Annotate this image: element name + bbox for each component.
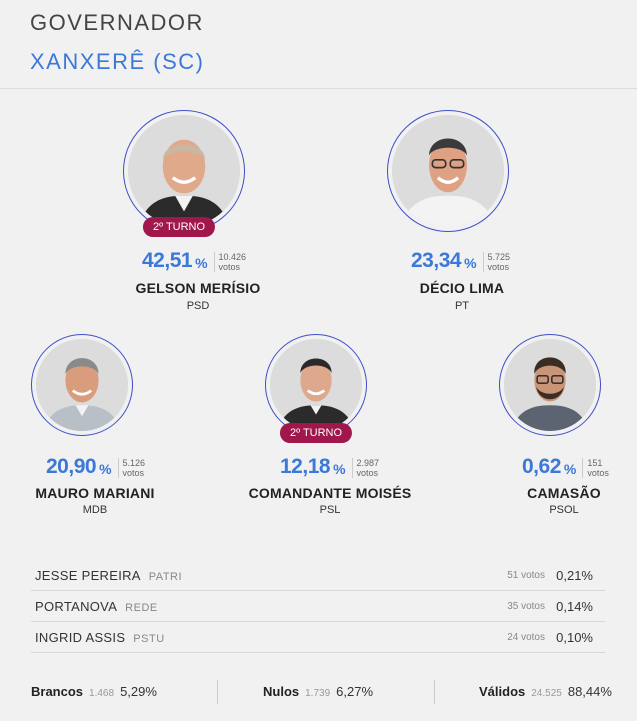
candidate-votes: 151 votos	[582, 458, 609, 478]
percent-sign: %	[99, 461, 112, 477]
candidate-percentage: 23,34	[411, 249, 462, 272]
candidate-name: DÉCIO LIMA	[419, 280, 505, 296]
total-nulos: Nulos 1.739 6,27%	[263, 684, 373, 699]
second-round-badge: 2º TURNO	[142, 217, 216, 237]
other-candidate-percentage: 0,21%	[556, 568, 593, 583]
other-candidate-party: PATRI	[148, 571, 183, 583]
candidate-name: MAURO MARIANI	[35, 485, 155, 501]
total-votes: 1.739	[305, 688, 331, 699]
candidate-party: PT	[454, 300, 470, 312]
votes-label: votos	[356, 468, 379, 478]
list-item[interactable]: PORTANOVA REDE 35 votos 0,14%	[31, 591, 605, 622]
other-candidate-party: REDE	[125, 602, 158, 614]
votes-count: 5.725	[487, 252, 511, 262]
person-photo-icon	[392, 115, 504, 227]
candidate-name: GELSON MERÍSIO	[135, 280, 261, 296]
total-percentage: 6,27%	[336, 684, 374, 699]
other-candidates-list: JESSE PEREIRA PATRI 51 votos 0,21% PORTAN…	[31, 560, 605, 653]
other-candidate-name-text: PORTANOVA	[35, 599, 118, 614]
total-label: Brancos	[31, 684, 84, 699]
candidate-party: PSL	[319, 504, 341, 516]
other-candidate-name: INGRID ASSIS PSTU	[35, 630, 165, 645]
person-photo-icon	[128, 115, 240, 227]
candidate-photo-ring	[31, 334, 133, 436]
percent-sign: %	[333, 461, 346, 477]
candidate-party: PSD	[186, 300, 210, 312]
other-candidate-name-text: INGRID ASSIS	[35, 630, 126, 645]
city-name: XANXERÊ (SC)	[30, 49, 205, 74]
divider	[217, 680, 218, 704]
candidate-result: 20,90 % 5.126 votos	[46, 456, 145, 478]
other-candidate-name: JESSE PEREIRA PATRI	[35, 568, 182, 583]
candidate-photo-ring	[123, 110, 245, 232]
candidate-percentage: 20,90	[46, 455, 97, 478]
percent-sign: %	[563, 461, 577, 477]
candidate-result: 42,51 % 10.426 votos	[142, 250, 246, 272]
votes-count: 151	[587, 458, 603, 468]
other-candidate-votes: 51 votos	[507, 570, 545, 581]
candidate-photo	[270, 339, 362, 431]
votes-count: 10.426	[218, 252, 247, 262]
total-label: Nulos	[263, 684, 300, 699]
candidate-percentage: 0,62	[522, 455, 561, 478]
person-photo-icon	[36, 339, 128, 431]
totals-bar: Brancos 1.468 5,29% Nulos 1.739 6,27% Válido…	[0, 680, 637, 704]
total-votes: 1.468	[89, 688, 115, 699]
votes-label: votos	[122, 468, 145, 478]
candidate-party: MDB	[82, 504, 108, 516]
page-header: GOVERNADOR XANXERÊ (SC)	[0, 0, 637, 89]
candidate-photo-ring	[265, 334, 367, 436]
total-label: Válidos	[479, 684, 526, 699]
list-item[interactable]: INGRID ASSIS PSTU 24 votos 0,10%	[31, 622, 605, 653]
page-title: GOVERNADOR	[30, 10, 204, 35]
candidate-photo	[36, 339, 128, 431]
other-candidate-name: PORTANOVA REDE	[35, 599, 158, 614]
candidate-votes: 5.725 votos	[482, 252, 511, 272]
candidate-result: 0,62 % 151 votos	[522, 456, 609, 478]
other-candidate-percentage: 0,14%	[556, 599, 593, 614]
votes-count: 5.126	[122, 458, 146, 468]
person-photo-icon	[270, 339, 362, 431]
candidate-photo-ring	[499, 334, 601, 436]
divider	[434, 680, 435, 704]
second-round-badge: 2º TURNO	[279, 423, 353, 443]
candidate-party: PSOL	[549, 504, 579, 516]
other-candidate-percentage: 0,10%	[556, 630, 593, 645]
other-candidate-party: PSTU	[133, 633, 165, 645]
candidate-photo	[504, 339, 596, 431]
candidate-votes: 2.987 votos	[351, 458, 380, 478]
other-candidate-votes: 35 votos	[507, 601, 545, 612]
candidate-percentage: 12,18	[280, 455, 331, 478]
candidate-name: COMANDANTE MOISÉS	[248, 485, 412, 501]
total-percentage: 5,29%	[120, 684, 157, 699]
votes-label: votos	[587, 468, 609, 478]
percent-sign: %	[195, 255, 208, 271]
candidate-result: 12,18 % 2.987 votos	[280, 456, 379, 478]
candidate-photo-ring	[387, 110, 509, 232]
percent-sign: %	[464, 255, 477, 271]
candidate-votes: 5.126 votos	[117, 458, 146, 478]
candidate-photo	[128, 115, 240, 227]
candidate-photo	[392, 115, 504, 227]
total-brancos: Brancos 1.468 5,29%	[31, 684, 157, 699]
candidate-name: CAMASÃO	[527, 485, 601, 501]
total-percentage: 88,44%	[567, 684, 612, 699]
other-candidate-name-text: JESSE PEREIRA	[35, 568, 141, 583]
candidate-result: 23,34 % 5.725 votos	[411, 250, 510, 272]
votes-label: votos	[487, 262, 510, 272]
candidate-percentage: 42,51	[142, 249, 193, 272]
total-votes: 24.525	[531, 688, 562, 699]
other-candidate-votes: 24 votos	[507, 632, 545, 643]
votes-count: 2.987	[356, 458, 380, 468]
person-photo-icon	[504, 339, 596, 431]
candidate-votes: 10.426 votos	[213, 252, 247, 272]
total-validos: Válidos 24.525 88,44%	[479, 684, 612, 699]
list-item[interactable]: JESSE PEREIRA PATRI 51 votos 0,21%	[31, 560, 605, 591]
votes-label: votos	[218, 262, 241, 272]
